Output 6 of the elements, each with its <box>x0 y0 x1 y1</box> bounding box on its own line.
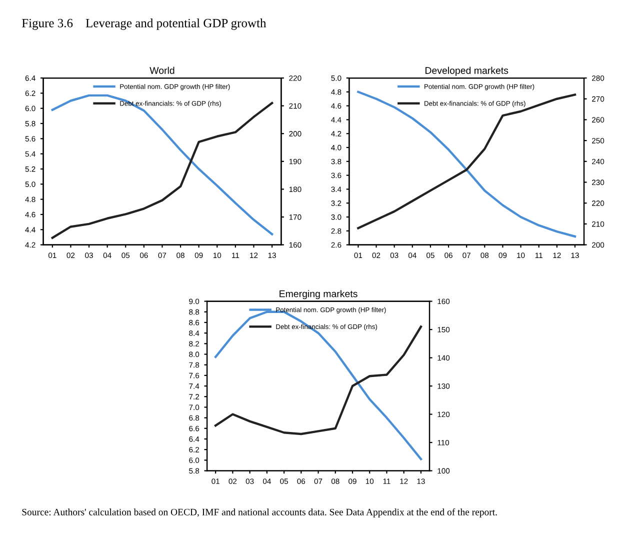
source-note: Source: Authors' calculation based on OECD, IMF and national accounts data. See Data Appendix at the end of the report. <box>22 508 497 518</box>
line-series <box>214 326 422 436</box>
chart-title: World <box>150 66 174 74</box>
chart-title: Emerging markets <box>280 290 358 300</box>
caption: Figure 3.6 Leverage and potential GDP growth <box>22 18 266 30</box>
chart-title: Developed markets <box>426 66 508 76</box>
